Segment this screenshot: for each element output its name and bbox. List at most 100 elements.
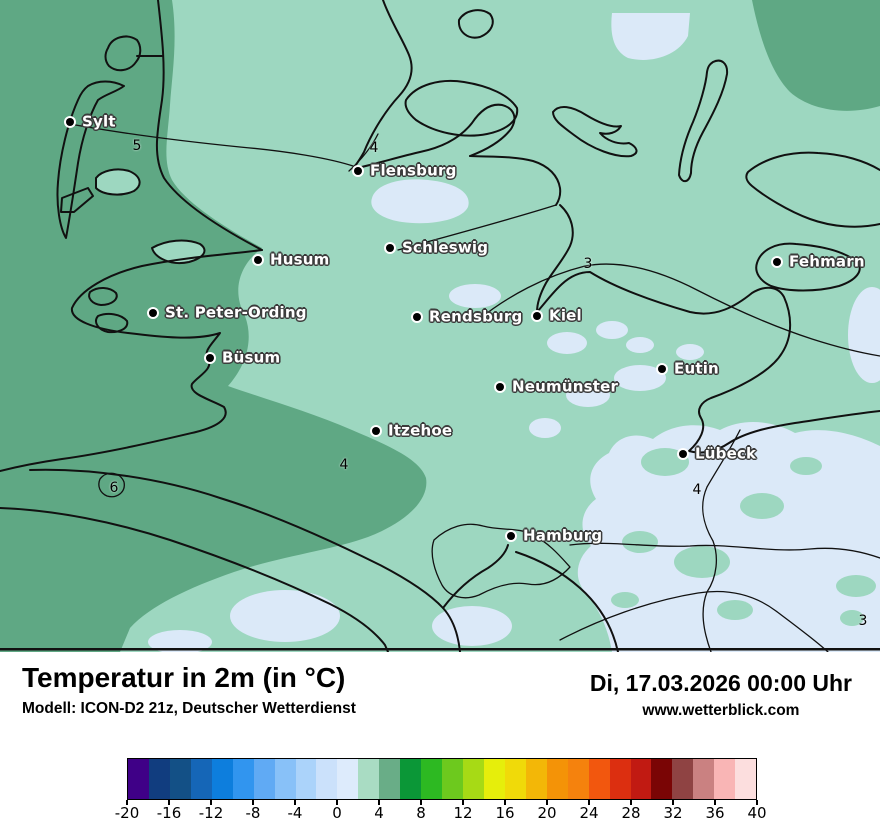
- tick-mark: [672, 800, 674, 805]
- city-label: St. Peter-Ording: [165, 303, 307, 322]
- city-dot: [354, 167, 362, 175]
- tick-mark: [294, 800, 296, 805]
- city-label: Büsum: [222, 348, 281, 367]
- tick-label-12: 12: [453, 804, 473, 822]
- city-label: Rendsburg: [429, 307, 523, 326]
- tick-mark: [504, 800, 506, 805]
- sea-warm-region-northeast: [752, 0, 880, 111]
- city-label: Neumünster: [512, 377, 619, 396]
- contour-label-3: 3: [583, 256, 593, 272]
- map-annotations: Sylt Flensburg Schleswig Husum St. Peter-Ord…: [66, 112, 868, 629]
- contour-label-6: 6: [109, 480, 119, 496]
- colorbar-segment-36: [714, 759, 736, 799]
- colorbar-segment-20: [546, 759, 568, 799]
- tick-mark: [168, 800, 170, 805]
- colorbar-segment--12: [211, 759, 233, 799]
- colorbar-segment-16: [504, 759, 526, 799]
- city-dot: [149, 309, 157, 317]
- contour-label-5: 5: [132, 138, 142, 154]
- colorbar-segment--4: [295, 759, 317, 799]
- city-label: Flensburg: [370, 161, 457, 180]
- page-title: Temperatur in 2m (in °C): [22, 662, 346, 693]
- tick-mark: [546, 800, 548, 805]
- tick-mark: [588, 800, 590, 805]
- map-area: Sylt Flensburg Schleswig Husum St. Peter-Ord…: [0, 0, 880, 652]
- colorbar-segment--8: [253, 759, 275, 799]
- tick-label--4: -4: [287, 804, 303, 822]
- city-label: Sylt: [82, 112, 116, 131]
- tick-mark: [126, 800, 128, 805]
- website-url: www.wetterblick.com: [642, 702, 800, 719]
- city-label: Fehmarn: [789, 252, 865, 271]
- tick-label--12: -12: [198, 804, 224, 822]
- colorbar-segment--16: [169, 759, 191, 799]
- tick-label--20: -20: [114, 804, 140, 822]
- tick-label-28: 28: [621, 804, 641, 822]
- city-dot: [658, 365, 666, 373]
- colorbar-segment-38: [735, 759, 757, 799]
- coastlines: [0, 0, 880, 652]
- tick-mark: [252, 800, 254, 805]
- tick-label-8: 8: [416, 804, 426, 822]
- colorbar-segment-8: [421, 759, 443, 799]
- title-block: Temperatur in 2m (in °C) Modell: ICON-D2…: [22, 662, 356, 718]
- colorbar-segment-6: [400, 759, 422, 799]
- colorbar-segment-26: [609, 759, 631, 799]
- map-bottom-border: [0, 648, 880, 651]
- colorbar-ticks: [126, 800, 758, 806]
- city-dot: [496, 383, 504, 391]
- tick-label--16: -16: [156, 804, 182, 822]
- colorbar-segment--6: [274, 759, 296, 799]
- colorbar-segment-12: [463, 759, 484, 799]
- tick-mark: [714, 800, 716, 805]
- tick-label-24: 24: [579, 804, 599, 822]
- colorbar-segment-28: [630, 759, 652, 799]
- tick-mark: [210, 800, 212, 805]
- city-dot: [679, 450, 687, 458]
- tick-mark: [420, 800, 422, 805]
- colorbar-segment--2: [316, 759, 338, 799]
- colorbar-segment-32: [672, 759, 694, 799]
- temperature-colorbar: [127, 758, 757, 800]
- colorbar-segment--14: [190, 759, 212, 799]
- city-dot: [254, 256, 262, 264]
- tick-label-32: 32: [663, 804, 683, 822]
- city-label: Hamburg: [523, 526, 603, 545]
- city-label: Itzehoe: [388, 421, 453, 440]
- colorbar-segment-0: [337, 759, 359, 799]
- city-dot: [507, 532, 515, 540]
- colorbar-tick-labels: -20 -16 -12 -8 -4 0 4 8 12 16 20 24 28 32 36 40: [115, 804, 767, 824]
- colorbar-segment-2: [358, 759, 380, 799]
- colorbar-segment--10: [232, 759, 254, 799]
- tick-label-20: 20: [537, 804, 557, 822]
- tick-label-0: 0: [332, 804, 342, 822]
- city-dot: [386, 244, 394, 252]
- tick-mark: [756, 800, 758, 805]
- forecast-datetime: Di, 17.03.2026 00:00 Uhr: [589, 670, 852, 696]
- city-dot: [413, 313, 421, 321]
- city-dot: [372, 427, 380, 435]
- tick-label--8: -8: [245, 804, 261, 822]
- borders-isolines: [69, 123, 880, 652]
- datetime-block: Di, 17.03.2026 00:00 Uhr www.wetterblick…: [590, 670, 852, 720]
- sea-warm-region-west: [0, 0, 427, 652]
- tick-mark: [462, 800, 464, 805]
- city-dot: [533, 312, 541, 320]
- colorbar-segment--20: [128, 759, 149, 799]
- city-dot: [66, 118, 74, 126]
- tick-mark: [378, 800, 380, 805]
- colorbar-segment-24: [588, 759, 610, 799]
- tick-mark: [630, 800, 632, 805]
- tick-label-4: 4: [374, 804, 384, 822]
- city-label: Kiel: [549, 306, 582, 325]
- map-svg: [0, 0, 880, 652]
- tick-label-16: 16: [495, 804, 515, 822]
- colorbar-segment-10: [442, 759, 463, 799]
- city-label: Eutin: [674, 359, 719, 378]
- contour-label-4: 4: [692, 482, 702, 498]
- contour-label-3: 3: [858, 613, 868, 629]
- colorbar-segment-18: [525, 759, 547, 799]
- contour-label-4: 4: [339, 457, 349, 473]
- colorbar-segment-30: [651, 759, 673, 799]
